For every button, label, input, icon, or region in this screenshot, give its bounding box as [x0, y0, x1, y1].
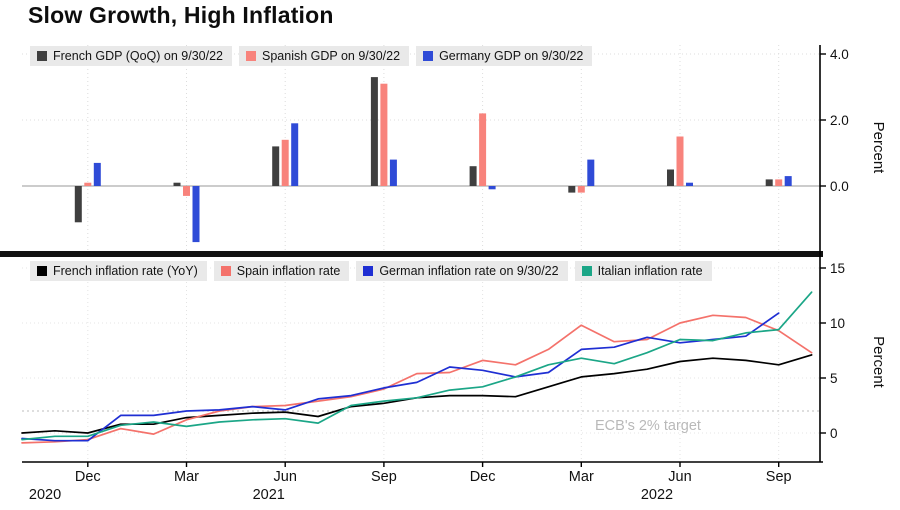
italian-inflation-swatch-icon [581, 266, 592, 276]
bar-french_gdp [568, 186, 576, 193]
spain-inflation-swatch-icon [220, 266, 231, 276]
y-tick-label: 4.0 [830, 47, 849, 62]
x-tick-label: Jun [668, 469, 691, 485]
legend-label-german-inflation: German inflation rate on 9/30/22 [379, 264, 559, 278]
x-tick-label: Jun [274, 469, 297, 485]
german-inflation-swatch-icon [363, 266, 374, 276]
germany-gdp-swatch-icon [423, 51, 434, 61]
bar-french_gdp [370, 77, 378, 186]
y-axis-title-bottom: Percent [870, 336, 887, 389]
x-tick-label: Dec [75, 469, 101, 485]
legend-label-spanish-gdp: Spanish GDP on 9/30/22 [262, 49, 401, 63]
line-german_inflation [21, 312, 780, 442]
bar-french_gdp [765, 179, 773, 186]
bar-french_gdp [667, 169, 674, 186]
x-year-label: 2022 [641, 487, 673, 503]
bar-french_gdp [272, 146, 280, 186]
inflation-legend: French inflation rate (YoY) Spain inflat… [30, 261, 712, 281]
x-year-label: 2021 [253, 487, 285, 503]
x-tick-label: Sep [766, 469, 792, 485]
bar-spanish_gdp [183, 186, 190, 196]
x-year-label: 2020 [29, 487, 61, 503]
bar-germany_gdp [192, 186, 200, 243]
bar-spanish_gdp [775, 179, 783, 186]
french-gdp-swatch-icon [37, 51, 47, 61]
y-tick-label: 10 [830, 316, 845, 331]
y-tick-label: 0 [830, 426, 838, 441]
bar-spanish_gdp [479, 113, 487, 186]
bar-germany_gdp [784, 176, 792, 186]
bar-spanish_gdp [84, 182, 92, 186]
bar-germany_gdp [291, 123, 299, 186]
panel-divider [0, 251, 823, 257]
x-tick-label: Mar [569, 469, 594, 485]
bar-french_gdp [74, 186, 82, 223]
legend-item-spanish-gdp: Spanish GDP on 9/30/22 [239, 46, 410, 66]
bar-spanish_gdp [281, 139, 289, 186]
bar-french_gdp [469, 166, 477, 186]
bar-germany_gdp [389, 159, 397, 186]
bar-germany_gdp [686, 182, 693, 186]
bar-french_gdp [173, 182, 181, 186]
gdp-legend: French GDP (QoQ) on 9/30/22 Spanish GDP … [30, 46, 593, 66]
legend-label-spain-inflation: Spain inflation rate [236, 264, 341, 278]
y-tick-label: 0.0 [830, 179, 849, 194]
bar-spanish_gdp [676, 136, 684, 186]
bar-spanish_gdp [577, 186, 585, 193]
bar-germany_gdp [93, 162, 101, 186]
bar-germany_gdp [587, 159, 595, 186]
y-axis-title-top: Percent [870, 122, 887, 175]
line-italian_inflation [21, 291, 813, 441]
legend-item-french-gdp: French GDP (QoQ) on 9/30/22 [30, 46, 232, 66]
y-tick-label: 15 [830, 261, 845, 276]
ecb-target-label: ECB's 2% target [595, 418, 701, 434]
bar-germany_gdp [488, 186, 496, 190]
y-tick-label: 5 [830, 371, 838, 386]
legend-label-italian-inflation: Italian inflation rate [597, 264, 703, 278]
bar-spanish_gdp [380, 83, 388, 186]
x-tick-label: Mar [174, 469, 199, 485]
legend-label-germany-gdp: Germany GDP on 9/30/22 [439, 49, 584, 63]
page-title: Slow Growth, High Inflation [28, 2, 334, 28]
legend-item-german-inflation: German inflation rate on 9/30/22 [356, 261, 568, 281]
legend-item-germany-gdp: Germany GDP on 9/30/22 [416, 46, 593, 66]
line-spain_inflation [21, 314, 813, 444]
spanish-gdp-swatch-icon [246, 51, 256, 61]
french-inflation-swatch-icon [37, 266, 47, 276]
legend-item-italian-inflation: Italian inflation rate [574, 261, 712, 281]
x-tick-label: Dec [470, 469, 496, 485]
x-tick-label: Sep [371, 469, 397, 485]
legend-label-french-gdp: French GDP (QoQ) on 9/30/22 [53, 49, 223, 63]
legend-item-spain-inflation: Spain inflation rate [213, 261, 350, 281]
legend-item-french-inflation: French inflation rate (YoY) [30, 261, 207, 281]
legend-label-french-inflation: French inflation rate (YoY) [53, 264, 198, 278]
y-tick-label: 2.0 [830, 113, 849, 128]
